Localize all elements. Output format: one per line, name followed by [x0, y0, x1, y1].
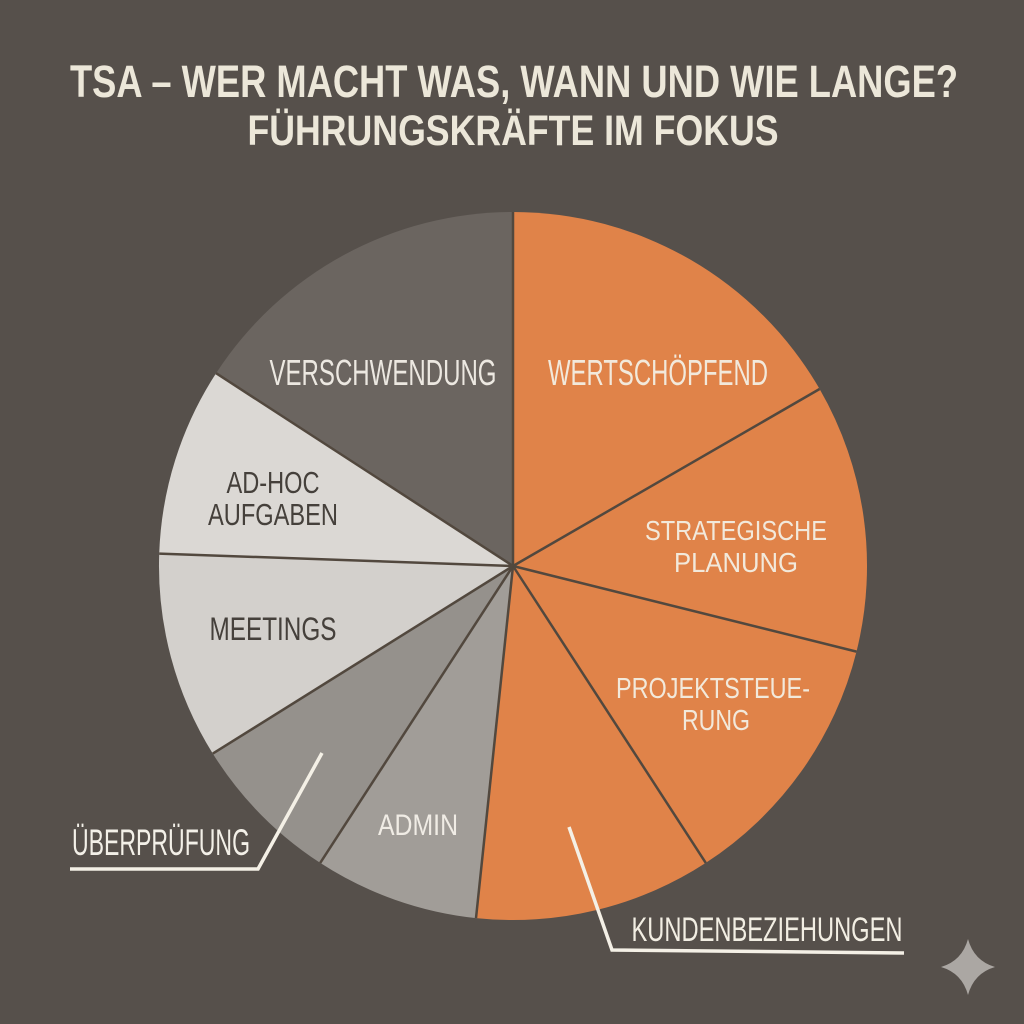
- pie-dividers-group: [159, 212, 857, 919]
- pie-slices-group: [158, 211, 868, 921]
- pie-slice-projektsteuerung: [513, 566, 857, 863]
- slice-label-projektsteuerung: PROJEKTSTEUE-: [616, 673, 810, 705]
- slice-divider: [212, 564, 514, 755]
- slice-label-meetings: MEETINGS: [210, 611, 337, 647]
- slice-divider: [511, 565, 707, 864]
- slice-label-strategische-planung: PLANUNG: [674, 547, 798, 578]
- slice-label-admin: ADMIN: [378, 809, 458, 842]
- pie-slice-admin: [320, 566, 513, 919]
- slice-label-verschwendung: VERSCHWENDUNG: [270, 352, 497, 393]
- pie-slice-wertsch-pfend: [513, 211, 820, 566]
- page-title-line2: FÜHRUNGSKRÄFTE IM FOKUS: [248, 107, 779, 155]
- pie-slice-verschwendung: [216, 212, 513, 566]
- slice-label-projektsteuerung: RUNG: [682, 705, 750, 737]
- pie-slice-kundenbeziehungen: [476, 566, 706, 921]
- pie-slice--berpr-fung: [212, 566, 514, 863]
- slice-label-ad-hoc-aufgaben: AUFGABEN: [208, 497, 338, 532]
- slice-divider: [512, 564, 857, 653]
- slice-divider: [474, 565, 515, 919]
- pie-slice-meetings: [158, 553, 513, 754]
- pie-slice-ad-hoc-aufgaben: [159, 373, 513, 566]
- slice-label-ad-hoc-aufgaben: AD-HOC: [227, 465, 320, 500]
- slice-label-wertsch-pfend: WERTSCHÖPFEND: [548, 352, 768, 393]
- kundenbeziehungen-callout: [567, 826, 905, 955]
- slice-divider: [159, 552, 514, 568]
- slice-divider: [319, 565, 515, 864]
- decorations-group: [941, 939, 995, 995]
- sparkle-icon: [941, 939, 995, 995]
- page-title-line1: TSA – WER MACHT WAS, WANN UND WIE LANGE?: [70, 56, 958, 107]
- pie-slice-strategische-planung: [513, 389, 868, 652]
- ueberpruefung-callout: [70, 752, 324, 871]
- slice-divider: [512, 387, 821, 568]
- slice-divider: [215, 372, 514, 568]
- slice-label-kundenbeziehungen: KUNDENBEZIEHUNGEN: [632, 911, 903, 949]
- callout-lines-group: [70, 752, 905, 955]
- slice-label--berpr-fung: ÜBERPRÜFUNG: [72, 822, 250, 863]
- slice-label-strategische-planung: STRATEGISCHE: [645, 515, 827, 546]
